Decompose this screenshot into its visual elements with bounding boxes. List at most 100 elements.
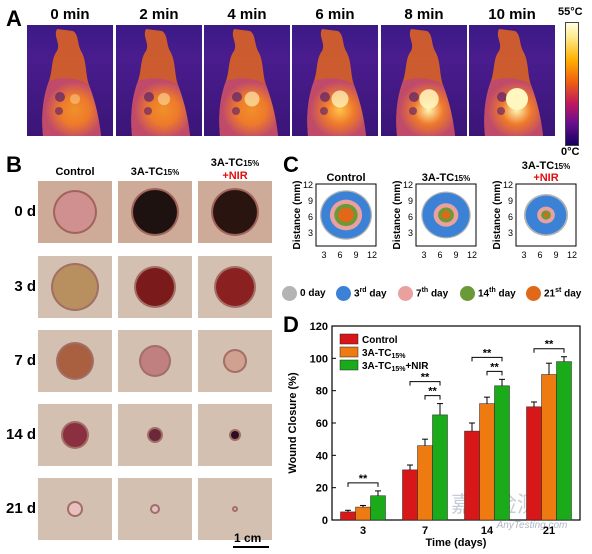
trace-y-tick: 12 <box>403 180 413 190</box>
trace-y-label: Distance (mm) <box>292 181 303 250</box>
thermal-image <box>381 25 467 136</box>
significance-label: ** <box>545 339 554 351</box>
thermal-image <box>27 25 113 136</box>
wound-photo <box>118 256 192 318</box>
bar <box>541 374 557 521</box>
significance-bracket <box>424 395 441 400</box>
bar <box>432 414 448 521</box>
panel-label-a: A <box>6 6 22 31</box>
photo-column-header: 3A-TC15% <box>130 166 180 178</box>
trace-y-tick: 9 <box>508 196 513 206</box>
legend-dot-icon <box>526 286 541 301</box>
colorbar-min-label: 0°C <box>561 146 580 158</box>
legend-swatch <box>339 346 359 358</box>
watermark-en: AnyTesting.com <box>496 520 568 531</box>
y-tick-label: 120 <box>310 321 328 333</box>
trace-x-tick: 6 <box>537 250 542 260</box>
trace-y-tick: 12 <box>303 180 313 190</box>
photo-column-header: Control <box>55 166 95 178</box>
trace-x-tick: 9 <box>553 250 558 260</box>
thermal-time-label: 8 min <box>404 6 444 23</box>
wound-photo <box>118 478 192 540</box>
trace-y-tick: 6 <box>408 212 413 222</box>
thermal-image <box>469 25 555 136</box>
scale-bar-line <box>233 546 269 548</box>
trace-plot: 3 6 9 12 12 9 6 3 Distance (mm) <box>492 180 577 260</box>
significance-bracket <box>409 381 441 386</box>
legend-dot-icon <box>460 286 475 301</box>
wound-photo <box>198 330 272 392</box>
thermal-time-label: 0 min <box>50 6 90 23</box>
temperature-colorbar <box>565 22 579 146</box>
legend-label: Control <box>362 335 398 346</box>
trace-y-tick: 6 <box>508 212 513 222</box>
significance-label: ** <box>428 386 437 398</box>
legend-dot-icon <box>282 286 297 301</box>
trace-x-tick: 3 <box>321 250 326 260</box>
bar <box>556 361 572 521</box>
legend-swatch <box>339 359 359 371</box>
trace-x-tick: 9 <box>353 250 358 260</box>
significance-bracket <box>533 348 565 353</box>
trace-x-tick: 3 <box>521 250 526 260</box>
thermal-time-label: 4 min <box>227 6 267 23</box>
wound-photo <box>198 256 272 318</box>
trace-x-tick: 3 <box>421 250 426 260</box>
trace-outline <box>543 212 549 218</box>
panel-label-d: D <box>283 312 299 337</box>
wound-photo <box>38 404 112 466</box>
wound-closure-chart: 嘉峪检测网AnyTesting.com020406080100120Wound … <box>287 321 581 549</box>
y-tick-label: 40 <box>316 450 328 462</box>
wound-photo <box>118 181 192 243</box>
legend-swatch <box>339 333 359 345</box>
x-axis-label: Time (days) <box>426 537 487 549</box>
significance-label: ** <box>421 372 430 384</box>
trace-outline <box>338 207 354 223</box>
trace-y-tick: 9 <box>408 196 413 206</box>
wound-photo <box>38 256 112 318</box>
trace-plot-title: Control <box>326 172 366 184</box>
panel-label-b: B <box>6 152 22 177</box>
x-tick-label: 7 <box>422 525 428 537</box>
bar <box>417 445 433 521</box>
trace-plot-title: 3A-TC15% +NIR <box>521 160 571 184</box>
photo-row-label: 7 d <box>14 352 36 369</box>
thermal-image <box>292 25 378 136</box>
trace-y-tick: 6 <box>308 212 313 222</box>
photo-row-label: 0 d <box>14 203 36 220</box>
y-tick-label: 60 <box>316 418 328 430</box>
trace-legend-item: 0 day <box>282 286 326 301</box>
trace-outline <box>441 210 451 220</box>
significance-bracket <box>347 482 379 487</box>
trace-y-tick: 9 <box>308 196 313 206</box>
trace-legend-item: 3rd day <box>336 286 387 301</box>
thermal-time-label: 2 min <box>139 6 179 23</box>
trace-y-label: Distance (mm) <box>492 181 503 250</box>
colorbar-max-label: 55°C <box>558 6 583 18</box>
photo-column-header: 3A-TC15% +NIR <box>210 157 260 182</box>
legend-dot-icon <box>398 286 413 301</box>
wound-photo <box>118 404 192 466</box>
trace-x-tick: 6 <box>437 250 442 260</box>
scale-bar-label: 1 cm <box>234 531 262 545</box>
significance-label: ** <box>359 473 368 485</box>
x-tick-label: 3 <box>360 525 366 537</box>
photo-row-label: 3 d <box>14 278 36 295</box>
bar <box>370 495 386 521</box>
thermal-time-label: 6 min <box>315 6 355 23</box>
trace-y-label: Distance (mm) <box>392 181 403 250</box>
legend-label: 3A-TC15% <box>362 348 406 360</box>
bar <box>340 511 356 521</box>
x-tick-label: 14 <box>481 525 494 537</box>
trace-legend-item: 21st day <box>526 286 581 301</box>
x-tick-label: 21 <box>543 525 555 537</box>
trace-plot: 3 6 9 12 12 9 6 3 Distance (mm) <box>392 180 477 260</box>
y-tick-label: 20 <box>316 483 328 495</box>
wound-photo <box>38 330 112 392</box>
trace-x-tick: 9 <box>453 250 458 260</box>
y-tick-label: 80 <box>316 386 328 398</box>
photo-row-label: 14 d <box>5 426 36 443</box>
wound-photo <box>198 404 272 466</box>
significance-label: ** <box>490 361 499 373</box>
wound-photo <box>198 181 272 243</box>
